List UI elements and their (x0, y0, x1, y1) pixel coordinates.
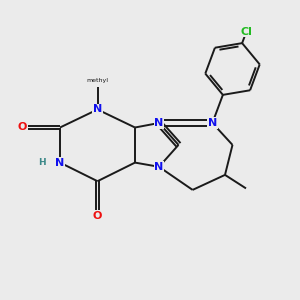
Text: N: N (208, 118, 217, 128)
Text: H: H (38, 158, 46, 167)
Text: O: O (18, 122, 27, 133)
Text: N: N (154, 162, 164, 172)
Text: N: N (154, 118, 164, 128)
Text: N: N (93, 104, 102, 115)
Text: O: O (93, 211, 102, 221)
Text: Cl: Cl (240, 27, 252, 37)
Text: N: N (56, 158, 64, 168)
Text: methyl: methyl (86, 78, 109, 83)
